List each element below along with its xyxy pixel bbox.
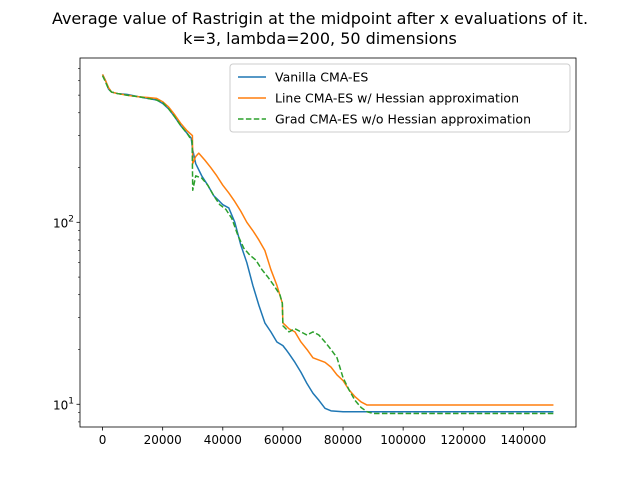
x-tick-label: 80000	[324, 433, 362, 447]
series-line-2	[101, 74, 554, 406]
series-line-3	[101, 75, 554, 415]
chart-title-line-2: k=3, lambda=200, 50 dimensions	[183, 29, 457, 48]
x-tick-label: 120000	[440, 433, 486, 447]
legend-label-3: Grad CMA-ES w/o Hessian approximation	[275, 112, 531, 127]
plot-frame	[79, 57, 577, 428]
x-tick-label: 140000	[500, 433, 546, 447]
legend-label-1: Vanilla CMA-ES	[275, 70, 368, 85]
chart-title-line-1: Average value of Rastrigin at the midpoi…	[52, 9, 588, 28]
x-tick-label: 40000	[204, 433, 242, 447]
axes-layer: 0 20000 40000 60000 80000 100000 120000 140000 1…	[53, 57, 577, 447]
x-tick-label: 0	[99, 433, 107, 447]
legend: Vanilla CMA-ES Line CMA-ES w/ Hessian app…	[229, 63, 571, 133]
x-tick-label: 100000	[380, 433, 426, 447]
x-tick-label: 20000	[144, 433, 182, 447]
legend-label-2: Line CMA-ES w/ Hessian approximation	[275, 91, 519, 106]
x-tick-label: 60000	[264, 433, 302, 447]
y-tick-label: 102	[53, 214, 74, 230]
y-tick-label: 101	[53, 396, 74, 412]
series-layer	[101, 74, 554, 415]
legend-box	[229, 63, 571, 133]
